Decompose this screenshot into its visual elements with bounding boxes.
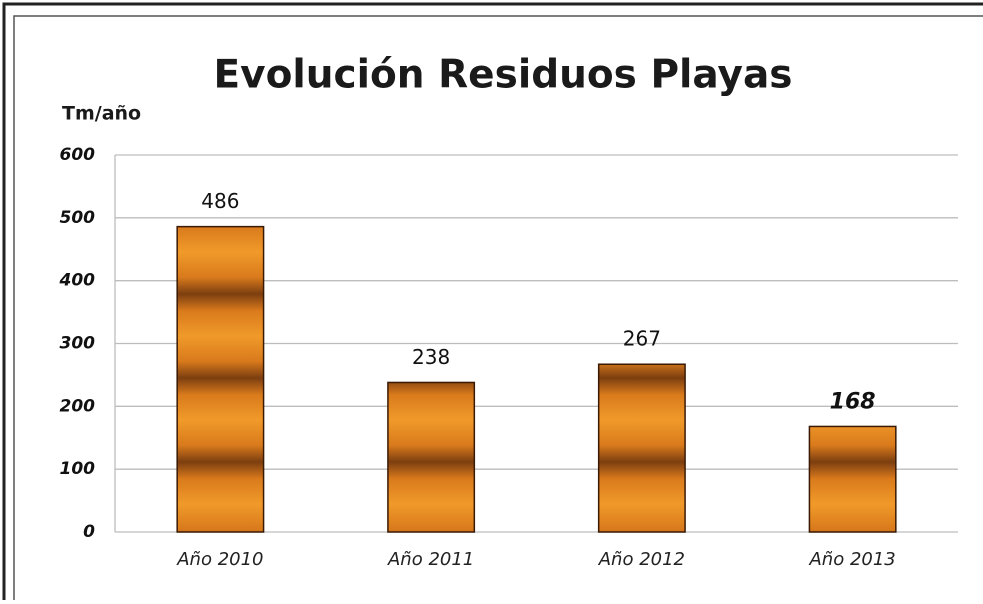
inner-frame — [13, 15, 983, 604]
value-label: 267 — [623, 327, 661, 351]
x-tick-label: Año 2012 — [598, 549, 685, 570]
x-tick-label: Año 2011 — [387, 549, 474, 570]
bar — [176, 225, 265, 533]
y-axis-label: Tm/año — [62, 103, 141, 125]
x-tick-label: Año 2010 — [176, 549, 263, 570]
y-tick-label: 0 — [83, 522, 95, 542]
y-tick-label: 300 — [60, 334, 96, 354]
y-tick-label: 100 — [60, 459, 96, 479]
value-label: 486 — [201, 189, 239, 213]
y-tick-label: 400 — [59, 271, 96, 291]
value-label: 168 — [830, 389, 876, 414]
value-label: 238 — [412, 345, 450, 369]
x-tick-label: Año 2013 — [808, 549, 895, 570]
bar — [597, 363, 686, 533]
y-tick-label: 500 — [60, 208, 96, 228]
bar — [808, 425, 897, 533]
chart-title: Evolución Residuos Playas — [214, 53, 793, 98]
bar — [387, 381, 476, 533]
y-tick-label: 200 — [60, 396, 96, 416]
y-tick-label: 600 — [60, 145, 96, 165]
